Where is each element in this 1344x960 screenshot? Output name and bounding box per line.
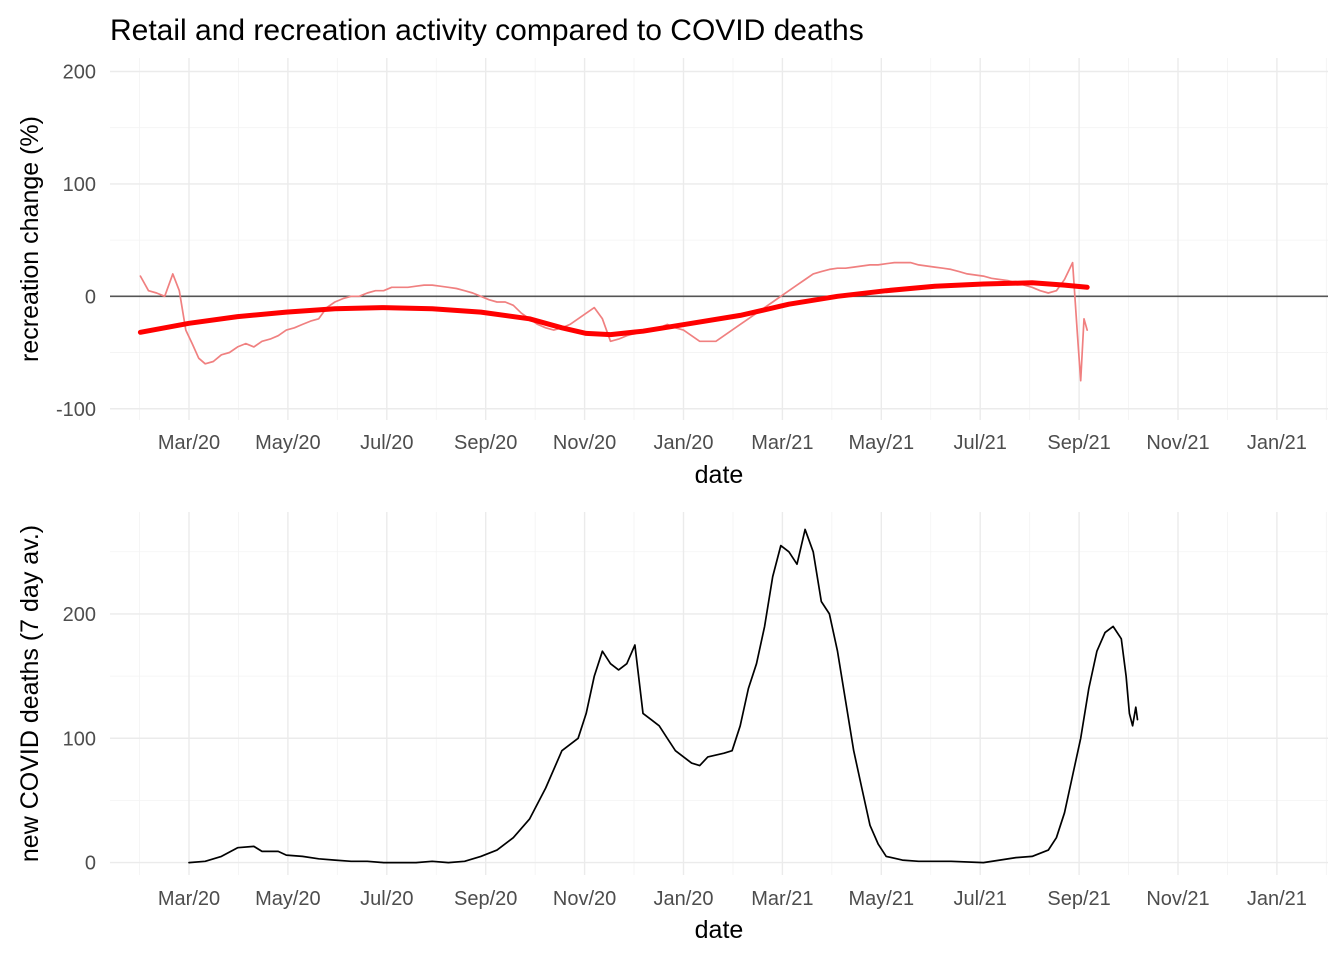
chart-title: Retail and recreation activity compared … (110, 14, 864, 47)
x-tick-label: Jan/21 (1247, 888, 1307, 910)
recreation-panel: Mar/20 May/20 Jul/20 Sep/20 Nov/20 Jan/20 Mar/… (16, 58, 1328, 489)
x-tick-label: Mar/20 (158, 888, 220, 910)
y-tick-label: 200 (63, 604, 96, 626)
x-tick-label: Jul/21 (954, 888, 1007, 910)
y-tick-label: 0 (85, 853, 96, 875)
x-tick-label: May/20 (255, 432, 321, 454)
x-tick-label: May/20 (255, 888, 321, 910)
y-axis-title: new COVID deaths (7 day av.) (16, 525, 44, 862)
x-axis-title: date (695, 916, 744, 944)
x-tick-label: May/21 (849, 432, 915, 454)
deaths-line (188, 528, 1139, 864)
y-tick-label: 100 (63, 728, 96, 750)
deaths-panel: Mar/20 May/20 Jul/20 Sep/20 Nov/20 Jan/20 Mar/… (16, 512, 1328, 944)
x-tick-label: Nov/20 (553, 888, 616, 910)
x-tick-label: Jul/20 (360, 888, 413, 910)
x-tick-label: Sep/20 (454, 888, 517, 910)
recreation-trend-line (137, 280, 1090, 338)
x-axis-title: date (695, 461, 744, 489)
x-tick-label: Nov/21 (1146, 888, 1209, 910)
x-tick-label: Mar/21 (751, 432, 813, 454)
x-tick-label: Mar/20 (158, 432, 220, 454)
x-tick-label: Sep/21 (1047, 888, 1110, 910)
x-tick-label: May/21 (849, 888, 915, 910)
y-tick-label: 100 (63, 174, 96, 196)
y-tick-label: 200 (63, 61, 96, 83)
x-tick-label: Nov/20 (553, 432, 616, 454)
x-tick-label: Jul/21 (954, 432, 1007, 454)
x-tick-label: Sep/21 (1047, 432, 1110, 454)
x-tick-label: Sep/20 (454, 432, 517, 454)
x-tick-label: Nov/21 (1146, 432, 1209, 454)
y-tick-label: -100 (56, 399, 96, 421)
recreation-daily-line (139, 261, 1089, 382)
x-tick-label: Mar/21 (751, 888, 813, 910)
y-tick-label: 0 (85, 286, 96, 308)
x-tick-label: Jan/20 (653, 888, 713, 910)
x-tick-label: Jan/20 (653, 432, 713, 454)
x-tick-label: Jan/21 (1247, 432, 1307, 454)
x-tick-label: Jul/20 (360, 432, 413, 454)
y-axis-title: recreation change (%) (16, 116, 44, 362)
